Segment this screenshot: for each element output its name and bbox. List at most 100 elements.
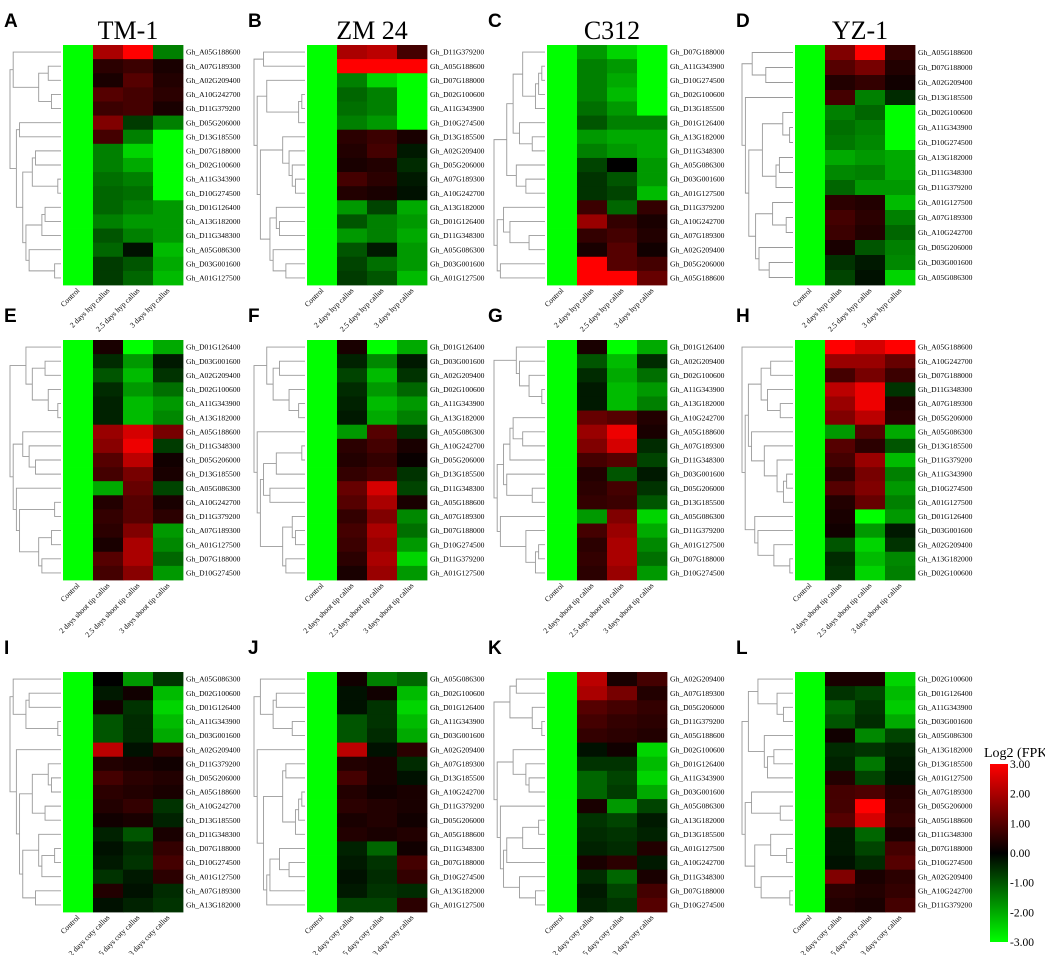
- heatmap-cell: [123, 728, 154, 743]
- heatmap-cell: [63, 172, 94, 187]
- heatmap-cell: [337, 827, 368, 842]
- row-label: Gh_A05G086300: [918, 731, 973, 740]
- heatmap-cell: [637, 242, 668, 258]
- heatmap-cell: [123, 897, 154, 913]
- heatmap-panel-j: J Gh_A05G086300 Gh_D02G100600 Gh_D01G126400…: [248, 638, 485, 955]
- heatmap-cell: [825, 742, 856, 758]
- dendrogram-branch: [541, 388, 545, 404]
- heatmap-cell: [607, 827, 638, 842]
- heatmap-cell: [93, 537, 124, 553]
- heatmap-cell: [153, 551, 184, 567]
- heatmap-cell: [153, 143, 184, 159]
- heatmap-panel-h: H Gh_A05G188600 Gh_A10G242700 Gh_D07G188000…: [736, 306, 973, 639]
- heatmap-cell: [367, 495, 398, 510]
- row-label: Gh_D11G379200: [670, 526, 724, 535]
- heatmap-cell: [855, 855, 886, 871]
- heatmap-cell: [577, 438, 608, 454]
- panel-letter: J: [248, 638, 259, 659]
- heatmap-cell: [307, 686, 338, 701]
- dendrogram-branch: [509, 685, 533, 719]
- row-label: Gh_D10G274500: [670, 76, 725, 85]
- heatmap-cell: [307, 509, 338, 524]
- heatmap-cell: [607, 382, 638, 397]
- heatmap-cell: [63, 700, 94, 715]
- column-label: 3 days shoot tip callus: [117, 581, 171, 635]
- heatmap-cell: [307, 672, 338, 687]
- heatmap-cell: [795, 45, 826, 61]
- legend-tick-label: 3.00: [1010, 759, 1030, 771]
- row-label: Gh_D03G001600: [430, 357, 485, 366]
- row-label: Gh_D13G185500: [430, 132, 485, 141]
- dendrogram-branch: [275, 452, 305, 475]
- heatmap-cell: [637, 672, 668, 687]
- heatmap-cell: [93, 143, 124, 159]
- heatmap-cell: [855, 841, 886, 856]
- heatmap-cell: [855, 565, 886, 581]
- column-label: 2 days shoot tip callus: [301, 581, 355, 635]
- heatmap-cell: [607, 770, 638, 786]
- heatmap-cell: [367, 157, 398, 173]
- heatmap-cell: [577, 467, 608, 482]
- heatmap-cell: [307, 73, 338, 88]
- heatmap-cell: [63, 728, 94, 743]
- heatmap-cell: [307, 813, 338, 828]
- heatmap-cell: [607, 869, 638, 885]
- heatmap-cell: [397, 396, 428, 411]
- row-label: Gh_A05G188600: [430, 498, 485, 507]
- heatmap-cell: [397, 438, 428, 454]
- heatmap-cell: [885, 714, 916, 729]
- heatmap-cell: [63, 242, 94, 258]
- heatmap-cell: [63, 869, 94, 885]
- heatmap-cell: [855, 165, 886, 181]
- heatmap-cell: [337, 700, 368, 715]
- heatmap-cell: [547, 770, 578, 786]
- dendrogram-branch: [47, 388, 61, 412]
- heatmap-cell: [577, 129, 608, 145]
- heatmap-cell: [795, 270, 826, 286]
- heatmap-cell: [153, 270, 184, 286]
- dendrogram-branch: [253, 365, 267, 473]
- dendrogram-branch: [50, 93, 61, 109]
- heatmap-cell: [367, 214, 398, 229]
- dendrogram-branch: [38, 72, 52, 102]
- heatmap-cell: [795, 841, 826, 856]
- dendrogram-branch: [50, 530, 61, 546]
- row-label: Gh_D03G001600: [430, 259, 485, 268]
- dendrogram-branch: [515, 164, 545, 187]
- heatmap-cell: [825, 410, 856, 426]
- heatmap-cell: [307, 354, 338, 369]
- heatmap-cell: [93, 452, 124, 468]
- heatmap-cell: [337, 869, 368, 885]
- heatmap-cell: [337, 452, 368, 468]
- heatmap-panel-l: L Gh_D02G100600 Gh_D01G126400 Gh_A11G343900…: [736, 638, 973, 955]
- heatmap-cell: [63, 396, 94, 411]
- row-label: Gh_A11G343900: [918, 123, 972, 132]
- dendrogram-branch: [776, 692, 793, 715]
- heatmap-cell: [153, 742, 184, 758]
- heatmap-cell: [367, 242, 398, 258]
- heatmap-cell: [637, 368, 668, 383]
- heatmap-cell: [93, 700, 124, 715]
- row-label: Gh_D11G348300: [670, 456, 724, 465]
- heatmap-cell: [93, 672, 124, 687]
- heatmap-cell: [547, 686, 578, 701]
- heatmap-cell: [337, 242, 368, 258]
- heatmap-cell: [307, 200, 338, 215]
- heatmap-cell: [637, 855, 668, 871]
- legend-colorbar: [990, 764, 1008, 942]
- panel-letter: G: [488, 306, 503, 327]
- row-label: Gh_A11G343900: [430, 399, 484, 408]
- panel-letter: F: [248, 306, 260, 327]
- row-label: Gh_D01G126400: [186, 343, 241, 352]
- heatmap-cell: [577, 186, 608, 201]
- heatmap-cell: [637, 700, 668, 715]
- heatmap-cell: [885, 672, 916, 687]
- heatmap-cell: [63, 73, 94, 88]
- row-label: Gh_A05G188600: [918, 48, 973, 57]
- row-label: Gh_D05G206000: [186, 456, 241, 465]
- row-label: Gh_A11G343900: [186, 175, 240, 184]
- row-label: Gh_D07G188000: [430, 858, 485, 867]
- row-label: Gh_D05G206000: [670, 703, 725, 712]
- row-label: Gh_A07G189300: [430, 759, 485, 768]
- row-label: Gh_D13G185500: [670, 498, 725, 507]
